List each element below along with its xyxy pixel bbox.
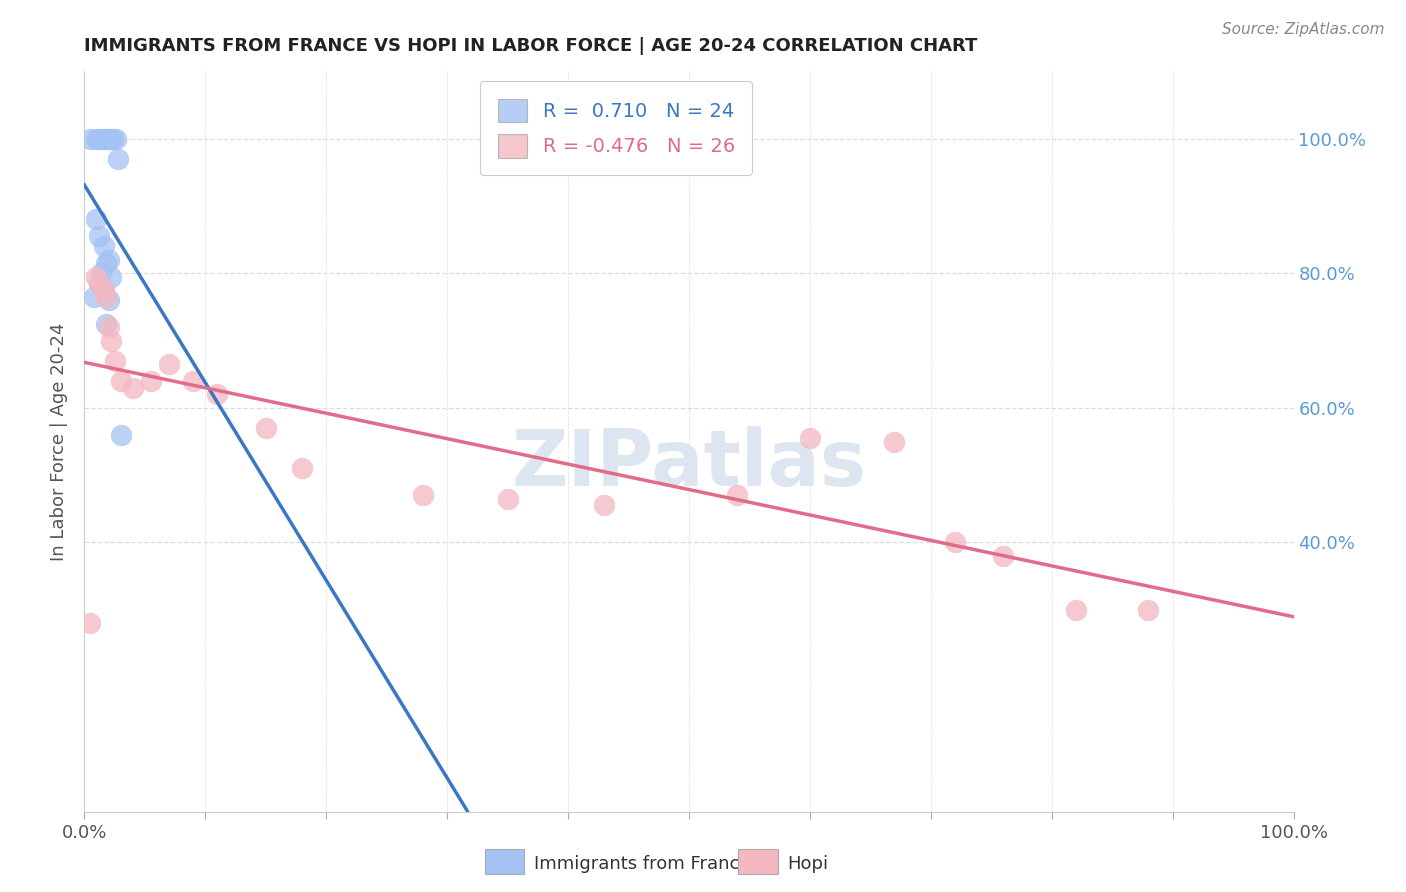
Text: ZIPatlas: ZIPatlas: [512, 425, 866, 502]
Point: [291, 461, 314, 475]
Point: [181, 374, 204, 388]
Point: [207, 387, 229, 401]
Point: [100, 334, 122, 348]
Point: [87, 277, 110, 291]
Point: [86, 269, 108, 284]
Point: [103, 131, 125, 145]
Point: [725, 488, 748, 502]
Point: [593, 499, 616, 513]
Point: [1137, 603, 1160, 617]
Point: [87, 131, 110, 145]
Text: Hopi: Hopi: [787, 855, 828, 873]
Point: [93, 283, 115, 297]
Point: [93, 131, 115, 145]
Text: IMMIGRANTS FROM FRANCE VS HOPI IN LABOR FORCE | AGE 20-24 CORRELATION CHART: IMMIGRANTS FROM FRANCE VS HOPI IN LABOR …: [84, 37, 977, 54]
Point: [100, 131, 122, 145]
Point: [254, 421, 277, 435]
Point: [104, 353, 127, 368]
Point: [107, 152, 129, 166]
Point: [90, 266, 112, 280]
Point: [79, 131, 101, 145]
Point: [97, 252, 120, 267]
Point: [90, 131, 112, 145]
Point: [496, 491, 519, 506]
Point: [87, 229, 110, 244]
Point: [1064, 603, 1087, 617]
Point: [97, 131, 120, 145]
Point: [110, 427, 132, 442]
Point: [883, 434, 905, 449]
Point: [139, 374, 162, 388]
Point: [79, 616, 101, 631]
Point: [157, 357, 180, 371]
Point: [943, 535, 966, 549]
Point: [100, 269, 122, 284]
Point: [83, 290, 105, 304]
Point: [94, 317, 117, 331]
Point: [799, 431, 821, 445]
Point: [993, 549, 1015, 563]
Point: [97, 320, 120, 334]
Point: [94, 256, 117, 270]
Point: [86, 131, 108, 145]
Point: [104, 131, 127, 145]
Point: [412, 488, 434, 502]
Point: [121, 381, 143, 395]
Text: Source: ZipAtlas.com: Source: ZipAtlas.com: [1222, 22, 1385, 37]
Point: [87, 277, 110, 291]
Point: [94, 131, 117, 145]
Point: [97, 293, 120, 308]
Point: [94, 290, 117, 304]
Text: Immigrants from France: Immigrants from France: [534, 855, 751, 873]
Point: [93, 239, 115, 253]
Point: [93, 283, 115, 297]
Y-axis label: In Labor Force | Age 20-24: In Labor Force | Age 20-24: [49, 322, 67, 561]
Point: [110, 374, 132, 388]
Legend: R =  0.710   N = 24, R = -0.476   N = 26: R = 0.710 N = 24, R = -0.476 N = 26: [481, 81, 752, 175]
Point: [86, 212, 108, 227]
